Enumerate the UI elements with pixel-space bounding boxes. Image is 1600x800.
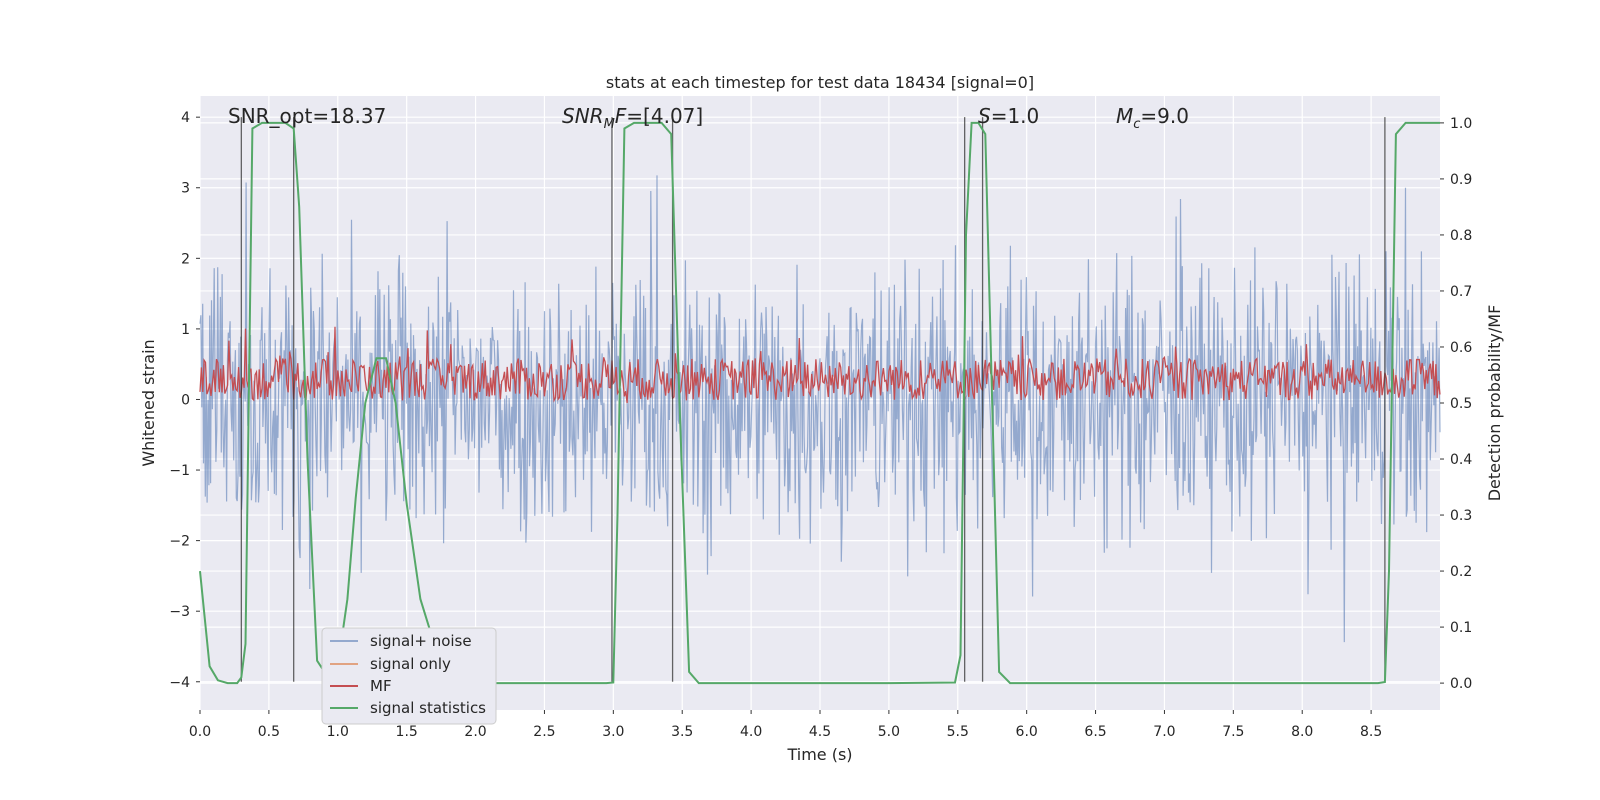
x-tick-label: 6.0 xyxy=(1016,724,1038,740)
y-tick-label: −1 xyxy=(169,463,190,479)
x-tick-label: 1.5 xyxy=(396,724,418,740)
x-tick-label: 8.0 xyxy=(1291,724,1313,740)
legend: signal+ noise signal only MF signal stat… xyxy=(321,627,497,725)
x-tick-label: 5.5 xyxy=(947,724,969,740)
y-tick-label: −4 xyxy=(169,675,190,691)
y2-tick-label: 0.3 xyxy=(1450,508,1472,524)
legend-label-signal-noise: signal+ noise xyxy=(370,632,472,650)
y2-tick-label: 0.2 xyxy=(1450,564,1472,580)
y-axis-label: Whitened strain xyxy=(139,339,158,466)
x-tick-label: 2.5 xyxy=(533,724,555,740)
annotation-snr-opt: SNR_opt=18.37 xyxy=(228,104,386,128)
y2-tick-label: 0.0 xyxy=(1450,676,1472,692)
annotation-s: S=1.0 xyxy=(978,104,1039,128)
annotations: SNR_opt=18.37 SNRMF=[4.07] S=1.0 Mc=9.0 xyxy=(228,104,1189,132)
y-axis-left-ticks: 4 3 2 1 0 −1 −2 −3 −4 xyxy=(169,110,200,691)
y2-tick-label: 0.7 xyxy=(1450,284,1472,300)
y2-tick-label: 0.9 xyxy=(1450,172,1472,188)
annotation-snr-mf: SNRMF=[4.07] xyxy=(562,104,703,132)
y-tick-label: 1 xyxy=(181,322,190,338)
y-tick-label: 3 xyxy=(181,181,190,197)
legend-label-signal-statistics: signal statistics xyxy=(370,699,486,717)
legend-label-signal-only: signal only xyxy=(370,655,451,673)
x-tick-label: 8.5 xyxy=(1360,724,1382,740)
plot-area xyxy=(199,96,1441,710)
x-axis-ticks: 0.0 0.5 1.0 1.5 2.0 2.5 3.0 3.5 4.0 4.5 5.0 5.5 6.0 6… xyxy=(189,710,1382,740)
x-tick-label: 2.0 xyxy=(464,724,486,740)
signal-statistics-line xyxy=(199,121,1440,685)
y-tick-label: 0 xyxy=(181,392,190,408)
y-tick-label: 4 xyxy=(181,110,190,126)
x-tick-label: 0.0 xyxy=(189,724,211,740)
y-tick-label: 2 xyxy=(181,251,190,267)
y2-tick-label: 0.8 xyxy=(1450,228,1472,244)
legend-box xyxy=(321,627,497,725)
annotation-mc: Mc=9.0 xyxy=(1116,104,1189,132)
x-tick-label: 1.0 xyxy=(327,724,349,740)
y-axis-right-ticks: 1.0 0.9 0.8 0.7 0.6 0.5 0.4 0.3 0.2 0.1 0.0 xyxy=(1440,116,1472,692)
signal-statistics-series xyxy=(199,121,1440,685)
y2-tick-label: 0.1 xyxy=(1450,620,1472,636)
x-axis-label: Time (s) xyxy=(786,745,852,764)
y2-tick-label: 0.4 xyxy=(1450,452,1472,468)
y2-tick-label: 1.0 xyxy=(1450,116,1472,132)
x-tick-label: 5.0 xyxy=(878,724,900,740)
x-tick-label: 6.5 xyxy=(1084,724,1106,740)
y-tick-label: −2 xyxy=(169,534,190,550)
signal-noise-line xyxy=(199,175,1441,643)
x-tick-label: 4.0 xyxy=(740,724,762,740)
mf-series xyxy=(199,326,1441,404)
mf-line xyxy=(199,326,1441,404)
x-tick-label: 3.0 xyxy=(602,724,624,740)
legend-label-mf: MF xyxy=(370,677,392,695)
signal-noise-series xyxy=(199,175,1441,643)
y2-axis-label: Detection probability/MF xyxy=(1485,305,1504,502)
y2-tick-label: 0.5 xyxy=(1450,396,1472,412)
x-tick-label: 7.5 xyxy=(1222,724,1244,740)
chart-title: stats at each timestep for test data 184… xyxy=(606,73,1034,92)
x-tick-label: 7.0 xyxy=(1153,724,1175,740)
x-tick-label: 4.5 xyxy=(809,724,831,740)
y-tick-label: −3 xyxy=(169,604,190,620)
x-tick-label: 3.5 xyxy=(671,724,693,740)
y2-tick-label: 0.6 xyxy=(1450,340,1472,356)
x-tick-label: 0.5 xyxy=(258,724,280,740)
